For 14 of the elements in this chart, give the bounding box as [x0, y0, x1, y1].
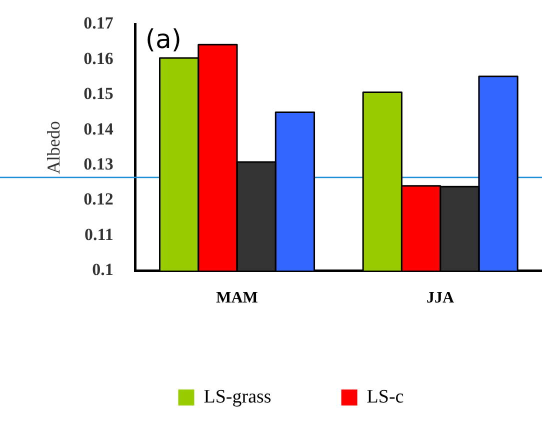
legend-label: LS-grass	[204, 386, 272, 408]
annotation: (a)	[145, 24, 182, 55]
x-tick-label: MAM	[216, 290, 258, 307]
y-tick-label: 0.1	[92, 260, 114, 280]
y-tick-label: 0.11	[84, 224, 114, 244]
y-tick-label: 0.12	[84, 190, 114, 209]
y-tick-label: 0.14	[84, 119, 114, 138]
legend-label: LS-c	[366, 386, 404, 408]
y-tick-label: 0.15	[84, 84, 114, 104]
y-axis-title: Albedo	[44, 121, 64, 174]
y-tick-label: 0.17	[84, 14, 114, 33]
x-tick-label: JJA	[426, 290, 455, 307]
y-tick-label: 0.13	[84, 154, 114, 174]
y-tick-label: 0.16	[84, 48, 114, 68]
